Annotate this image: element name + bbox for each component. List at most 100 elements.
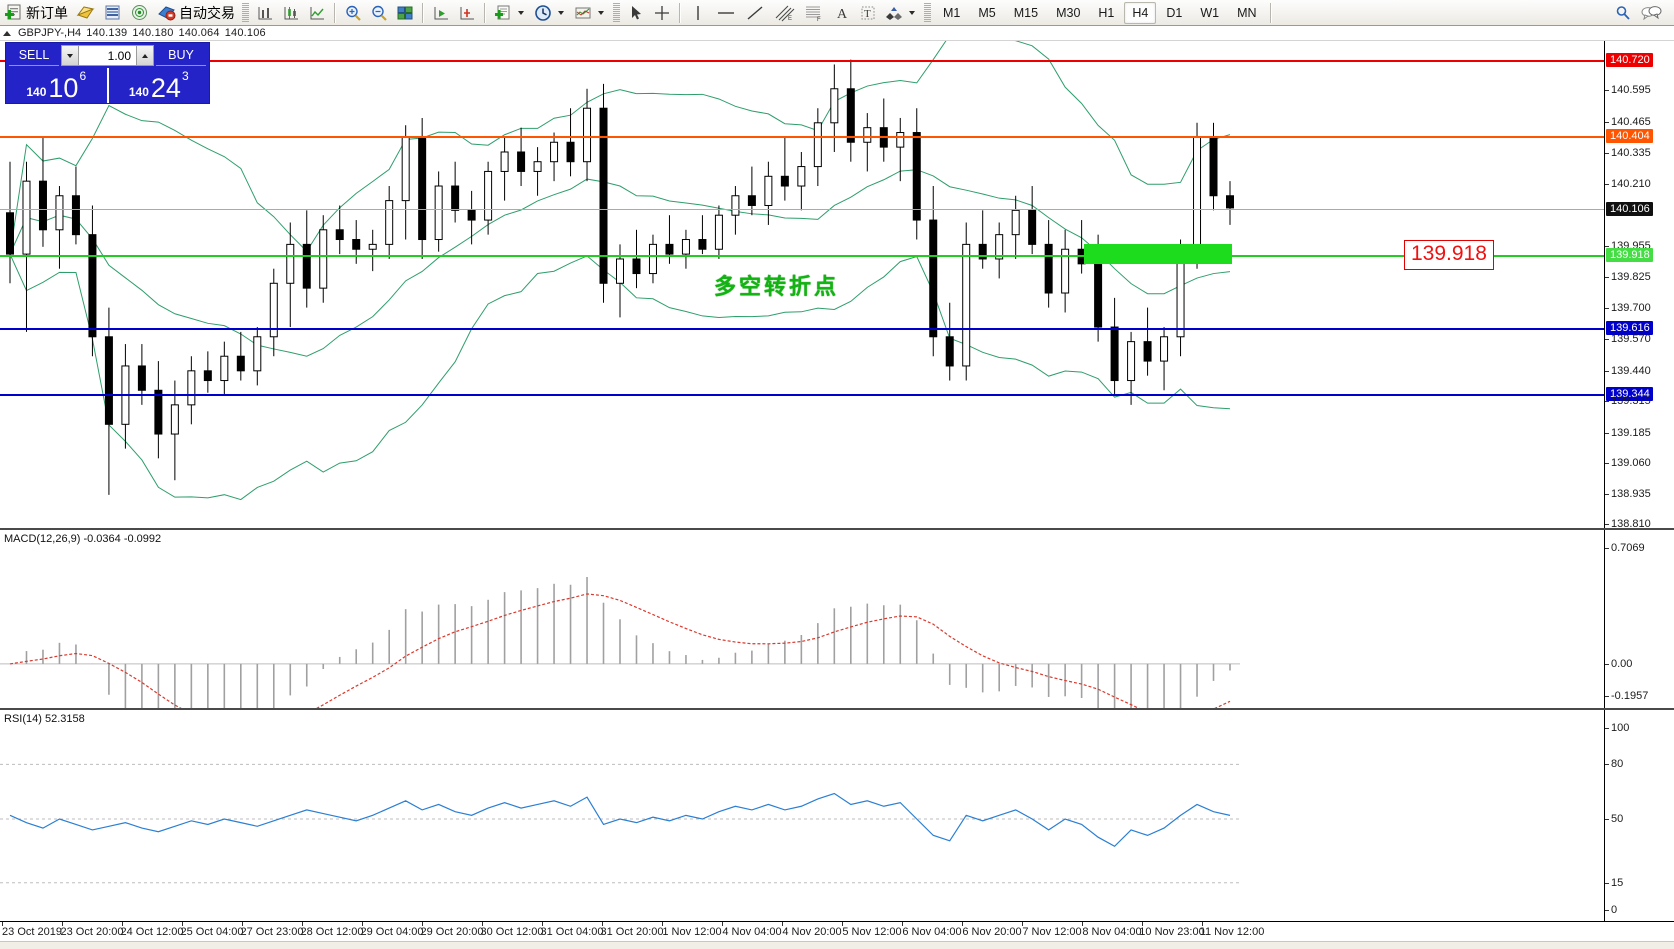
toolbar-grip-3[interactable] [924, 2, 931, 23]
periods-button[interactable] [530, 1, 570, 25]
axis-tick [1605, 89, 1609, 91]
macd-series [0, 576, 1240, 708]
timeframe-m5[interactable]: M5 [978, 5, 996, 20]
vline-button[interactable] [685, 1, 711, 25]
candlestick-chart-button[interactable] [278, 1, 304, 25]
sell-button[interactable]: SELL [9, 45, 59, 66]
autotrading-button[interactable]: 自动交易 [153, 1, 239, 25]
status-bar [0, 941, 1674, 949]
timeframe-w1[interactable]: W1 [1200, 5, 1220, 20]
indicators-dropdown-arrow[interactable] [515, 3, 526, 23]
pane-divider-2 [0, 708, 1674, 710]
demand-zone-rectangle[interactable] [1084, 244, 1232, 264]
zoom-in-button[interactable] [340, 1, 366, 25]
rsi-pane[interactable]: RSI(14) 52.3158 100 80 50 15 0 [0, 710, 1674, 921]
axis-tick [1605, 401, 1609, 403]
time-tick-label: 10 Nov 23:00 [1139, 926, 1205, 938]
volume-value[interactable]: 1.00 [79, 46, 136, 65]
time-tick [242, 922, 243, 926]
hline-button[interactable] [711, 1, 741, 25]
volume-decrease-button[interactable] [62, 46, 79, 65]
level-line-resistance-mid[interactable] [0, 136, 1604, 139]
fibo-button[interactable]: F [799, 1, 829, 25]
axis-tick [1605, 548, 1609, 549]
price-pane[interactable]: 多空转折点 139.918 140.720 140.595 140.465 140.40… [0, 41, 1674, 530]
sell-big-figure: 140 [26, 85, 47, 99]
navigator-button[interactable] [126, 1, 153, 25]
volume-stepper[interactable]: 1.00 [61, 45, 154, 66]
level-line-support-upper[interactable] [0, 328, 1604, 331]
timeframe-mn[interactable]: MN [1237, 5, 1257, 20]
macd-pane[interactable]: MACD(12,26,9) -0.0364 -0.0992 0.7069 0.00… [0, 530, 1674, 708]
shapes-dropdown-arrow[interactable] [906, 3, 917, 23]
zoom-out-button[interactable] [366, 1, 392, 25]
rsi-plot[interactable] [0, 710, 1674, 921]
axis-tick [1605, 183, 1609, 185]
price-tick-139.344: 139.344 [1606, 387, 1653, 402]
shift-end-button[interactable] [428, 1, 454, 25]
level-line-resistance-upper[interactable] [0, 59, 1604, 62]
toolbar-separator [334, 2, 336, 23]
time-tick-label: 1 Nov 12:00 [662, 926, 722, 938]
equidistant-channel-button[interactable]: E [769, 1, 799, 25]
indicators-button[interactable] [490, 1, 530, 25]
price-alert-tag[interactable]: 139.918 [1404, 239, 1494, 270]
collapse-caret-icon[interactable] [3, 30, 11, 36]
timeframe-h1[interactable]: H1 [1098, 5, 1115, 20]
objects-dropdown-arrow[interactable] [595, 3, 606, 23]
line-chart-icon [308, 4, 326, 22]
toolbar-grip[interactable] [242, 2, 249, 23]
one-click-trading-panel[interactable]: SELL 1.00 BUY 140 10 6 140 24 3 [5, 42, 210, 104]
volume-increase-button[interactable] [136, 46, 153, 65]
sell-price[interactable]: 140 10 6 [6, 68, 107, 103]
data-window-icon [76, 3, 95, 22]
trendline-button[interactable] [741, 1, 769, 25]
auto-scroll-button[interactable] [454, 1, 480, 25]
data-window-button[interactable] [72, 1, 99, 25]
level-line-pivot-turning-point[interactable] [0, 254, 1604, 257]
rsi-tick-15: 15 [1611, 876, 1624, 889]
chat-button[interactable] [1636, 1, 1666, 25]
price-tick-139.570: 139.570 [1611, 333, 1651, 346]
timeframe-h4[interactable]: H4 [1124, 1, 1157, 24]
buy-button[interactable]: BUY [156, 45, 206, 66]
timeframe-d1[interactable]: D1 [1166, 5, 1183, 20]
price-tick-138.935: 138.935 [1611, 487, 1651, 500]
rsi-axis[interactable]: 100 80 50 15 0 [1604, 710, 1674, 921]
buy-price[interactable]: 140 24 3 [106, 68, 210, 103]
navigator-icon [130, 3, 149, 22]
time-tick [482, 922, 483, 926]
toolbar-grip-2[interactable] [613, 2, 620, 23]
text-button[interactable]: A [829, 1, 855, 25]
search-button[interactable] [1610, 1, 1636, 25]
shapes-button[interactable] [881, 1, 921, 25]
periods-dropdown-arrow[interactable] [555, 3, 566, 23]
text-label-button[interactable]: T [855, 1, 881, 25]
axis-tick [1605, 764, 1609, 766]
macd-plot[interactable] [0, 530, 1674, 708]
timeframe-m30[interactable]: M30 [1056, 5, 1081, 20]
bar-chart-button[interactable] [252, 1, 278, 25]
objects-button[interactable] [570, 1, 610, 25]
axis-tick [1605, 493, 1609, 495]
chart-annotation-text[interactable]: 多空转折点 [714, 273, 840, 299]
macd-axis[interactable]: 0.7069 0.00 -0.1957 [1604, 530, 1674, 708]
vline-icon [689, 4, 707, 22]
new-order-button[interactable]: 新订单 [0, 1, 72, 25]
terminal-button[interactable] [99, 1, 126, 25]
time-tick [1142, 922, 1143, 926]
shift-end-icon [432, 4, 450, 22]
objects-icon [574, 4, 592, 22]
price-plot[interactable]: 多空转折点 139.918 [0, 41, 1674, 528]
price-axis[interactable]: 140.720 140.595 140.465 140.404 140.335 140.2… [1604, 41, 1674, 530]
timeframe-m1[interactable]: M1 [943, 5, 961, 20]
fibo-icon: F [803, 4, 825, 22]
templates-button[interactable] [392, 1, 418, 25]
level-line-support-lower[interactable] [0, 394, 1604, 397]
level-line-current-price[interactable] [0, 208, 1604, 210]
crosshair-button[interactable] [649, 1, 675, 25]
cursor-button[interactable] [623, 1, 649, 25]
chart-area[interactable]: 多空转折点 139.918 140.720 140.595 140.465 140.40… [0, 41, 1674, 949]
line-chart-button[interactable] [304, 1, 330, 25]
timeframe-m15[interactable]: M15 [1013, 5, 1039, 20]
